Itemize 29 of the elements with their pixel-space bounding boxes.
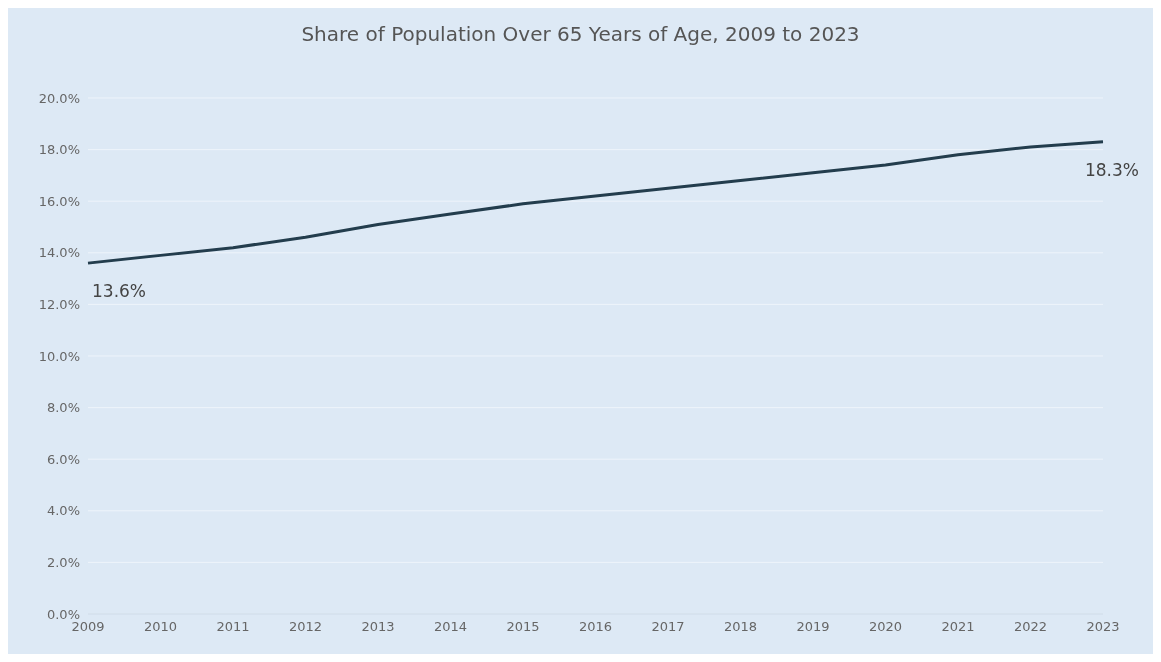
x-tick-label: 2017 bbox=[651, 619, 685, 635]
x-tick-label: 2023 bbox=[1086, 619, 1120, 635]
x-tick-label: 2014 bbox=[433, 619, 468, 635]
y-tick-label: 2.0% bbox=[46, 555, 80, 571]
x-tick-label: 2016 bbox=[578, 619, 613, 635]
x-tick-label: 2019 bbox=[796, 619, 830, 635]
chart-title: Share of Population Over 65 Years of Age, 2009 to 2023 bbox=[300, 21, 861, 48]
y-tick-label: 6.0% bbox=[46, 451, 80, 467]
y-tick-label: 10.0% bbox=[38, 348, 80, 364]
y-tick-label: 16.0% bbox=[38, 193, 80, 209]
y-tick-label: 18.0% bbox=[38, 142, 80, 158]
x-tick-label: 2013 bbox=[361, 619, 395, 635]
x-tick-label: 2010 bbox=[143, 619, 178, 635]
x-tick-label: 2020 bbox=[868, 619, 903, 635]
x-tick-label: 2018 bbox=[723, 619, 758, 635]
y-tick-label: 0.0% bbox=[46, 606, 80, 622]
x-tick-label: 2021 bbox=[941, 619, 975, 635]
data-label: 18.3% bbox=[1084, 159, 1139, 180]
y-tick-label: 14.0% bbox=[38, 245, 80, 261]
y-tick-label: 20.0% bbox=[38, 90, 80, 106]
y-tick-label: 12.0% bbox=[38, 297, 80, 313]
x-tick-label: 2012 bbox=[288, 619, 323, 635]
x-tick-label: 2015 bbox=[506, 619, 540, 635]
x-tick-label: 2011 bbox=[216, 619, 250, 635]
y-tick-label: 4.0% bbox=[46, 503, 80, 519]
y-tick-label: 8.0% bbox=[46, 400, 80, 416]
data-label: 13.6% bbox=[92, 281, 147, 302]
x-tick-label: 2009 bbox=[71, 619, 105, 635]
x-tick-label: 2022 bbox=[1013, 619, 1048, 635]
